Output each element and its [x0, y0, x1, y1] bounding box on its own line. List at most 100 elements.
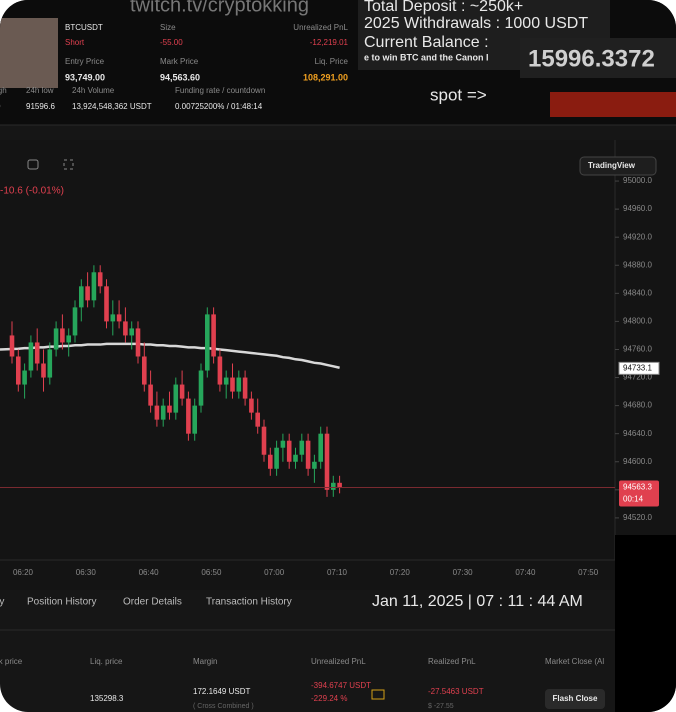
candle-body	[135, 328, 141, 357]
stat-value: 91596.6	[26, 102, 55, 111]
camera-icon[interactable]	[27, 159, 39, 170]
candle-body	[47, 349, 53, 378]
balance: 15996.3372	[528, 45, 655, 72]
x-tick-label: 07:30	[453, 568, 474, 577]
webcam	[0, 18, 58, 88]
overlay-text: Total Deposit : ~250k+	[364, 0, 523, 15]
candle-body	[16, 356, 21, 385]
stat-value: 13,924,548,362 USDT	[72, 102, 152, 111]
x-tick-label: 06:20	[13, 568, 34, 577]
tab[interactable]: Position History	[27, 597, 96, 608]
x-tick-label: 07:00	[264, 568, 285, 577]
stat-label: Funding rate / countdown	[175, 86, 265, 95]
fullscreen-icon[interactable]	[63, 159, 74, 170]
side: Short	[65, 38, 85, 47]
moving-average	[0, 342, 340, 369]
label: Liq. Price	[315, 57, 349, 66]
candle-body	[192, 405, 197, 434]
cell-sub: ( Cross Combined )	[193, 703, 254, 710]
tab[interactable]: Transaction History	[206, 597, 292, 608]
table-header: Realized PnL	[428, 657, 476, 666]
stat-value: 0.00725200% / 01:48:14	[175, 102, 263, 111]
label: Unrealized PnL	[293, 23, 348, 32]
overlay-text: Current Balance :	[364, 34, 489, 51]
y-tick-label: 94760.0	[623, 345, 652, 354]
y-tick-label: 94720.0	[623, 373, 652, 382]
candle-body	[91, 272, 97, 301]
candle-body	[148, 384, 153, 406]
candle-body	[167, 405, 172, 413]
last-price-label: 94563.3	[623, 483, 652, 492]
stat-label: 24h low	[26, 86, 54, 95]
candle-body	[280, 440, 286, 448]
candle-body	[305, 440, 311, 469]
candle-body	[299, 440, 305, 455]
candle-body	[110, 314, 116, 322]
flash-close-button[interactable]	[545, 689, 605, 709]
x-tick-label: 06:30	[76, 568, 97, 577]
black-area	[615, 535, 676, 712]
countdown: 00:14	[623, 495, 644, 504]
y-tick-label: 94920.0	[623, 232, 652, 241]
ma-price-tag	[618, 361, 660, 375]
candle-body	[22, 370, 27, 385]
label: Entry Price	[65, 57, 105, 66]
candle-body	[123, 321, 128, 336]
candle-body	[230, 377, 235, 392]
candle-body	[116, 314, 122, 322]
candle-body	[129, 328, 134, 336]
overlay-text: 2025 Withdrawals : 1000 USDT	[364, 15, 588, 32]
value: -55.00	[160, 38, 183, 47]
table-header: Liq. price	[90, 657, 123, 666]
overlay-ticker: e to win BTC and the Canon I	[364, 52, 489, 62]
candle-body	[60, 328, 65, 343]
table-header: Margin	[193, 657, 217, 666]
candle-body	[160, 405, 166, 420]
candle-body	[104, 286, 109, 322]
candle-body	[261, 426, 267, 455]
candle-body	[79, 286, 84, 308]
table-header: rk price	[0, 657, 23, 666]
price-change: -10.6 (-0.01%)	[0, 186, 64, 197]
candle-body	[236, 377, 242, 392]
y-tick-label: 94880.0	[623, 260, 652, 269]
candle-body	[198, 370, 204, 406]
candle-body	[186, 398, 191, 434]
candle-body	[97, 272, 103, 287]
candle-body	[337, 482, 342, 488]
candle-body	[85, 286, 90, 301]
x-tick-label: 06:40	[139, 568, 160, 577]
candle-body	[154, 405, 160, 420]
value: 93,749.00	[65, 72, 105, 82]
price-axis-bg	[615, 140, 676, 535]
y-tick-label: 94840.0	[623, 288, 652, 297]
tab[interactable]: ry	[0, 597, 4, 608]
candle-body	[318, 433, 323, 462]
table-header: Unrealized PnL	[311, 657, 366, 666]
cell-sub: $ -27.55	[428, 703, 454, 710]
candle-body	[9, 335, 15, 357]
cell: -229.24 %	[311, 694, 347, 703]
x-tick-label: 07:50	[578, 568, 599, 577]
candle-body	[205, 314, 210, 371]
tv-badge[interactable]	[579, 156, 657, 176]
cell: 172.1649 USDT	[193, 687, 250, 696]
value: 108,291.00	[303, 72, 348, 82]
candle-body	[249, 398, 254, 413]
candle-body	[66, 335, 71, 343]
edit-icon[interactable]	[371, 689, 385, 700]
x-tick-label: 07:20	[390, 568, 411, 577]
provider: TradingView	[588, 161, 636, 170]
tab[interactable]: Order Details	[123, 597, 182, 608]
watermark: twitch.tv/cryptokking	[130, 0, 309, 16]
candle-body	[173, 384, 179, 413]
symbol: BTCUSDT	[65, 23, 103, 32]
candle-body	[179, 384, 185, 399]
candle-body	[312, 461, 317, 469]
candle-body	[211, 314, 216, 357]
y-tick-label: 94680.0	[623, 401, 652, 410]
last-price-tag	[619, 480, 659, 507]
flash-close[interactable]: Flash Close	[553, 694, 598, 703]
ma-price-label: 94733.1	[623, 363, 652, 372]
